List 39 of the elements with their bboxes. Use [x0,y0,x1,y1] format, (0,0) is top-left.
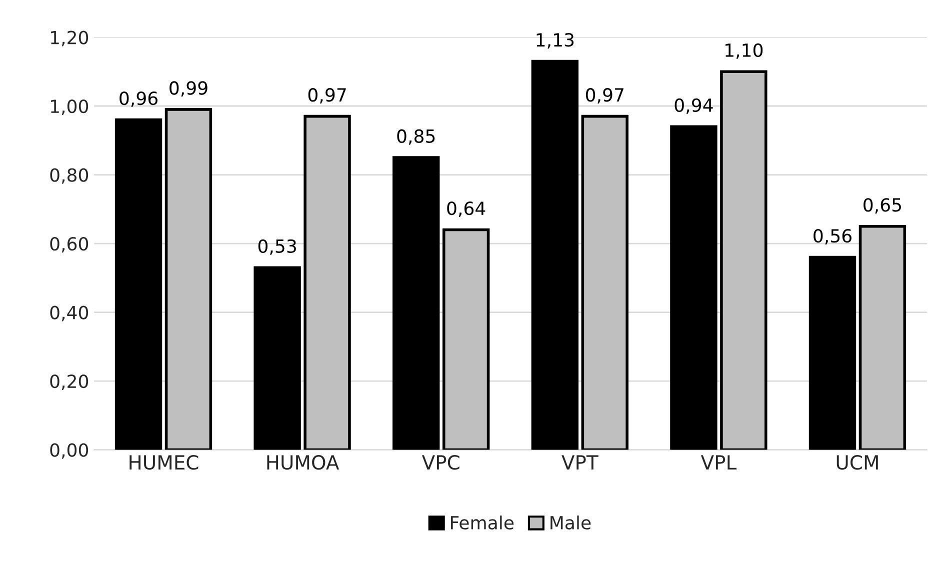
bar [442,228,490,450]
data-label: 0,97 [586,88,624,104]
bar [808,256,856,450]
bar [531,60,579,450]
x-tick-label: UCM [836,455,878,470]
bar [670,125,718,450]
bar [164,108,212,450]
data-label: 0,53 [258,239,296,255]
data-label: 0,96 [120,91,158,107]
y-tick-label: 0,80 [50,168,88,184]
data-label: 1,13 [536,33,574,49]
legend-label: Male [550,516,591,530]
x-tick-label: HUMOA [267,455,340,470]
data-label: 1,10 [726,43,763,59]
x-tick-label: VPT [562,455,598,470]
data-label: 0,85 [397,129,435,145]
x-tick-label: HUMEC [130,455,198,470]
bar [720,70,768,450]
data-label: 0,99 [170,81,208,97]
x-tick-label: VPC [422,455,460,470]
y-tick-label: 0,40 [50,306,88,322]
bar [392,156,440,450]
bar [114,118,162,450]
bar [581,114,628,450]
y-tick-label: 1,00 [51,99,88,115]
data-label: 0,97 [308,88,346,104]
data-label: 0,56 [814,229,852,245]
bar [254,266,301,450]
y-tick-label: 0,20 [50,374,88,390]
data-label: 0,65 [864,198,901,214]
y-tick-label: 0,60 [50,236,88,252]
legend-label: Female [451,516,514,530]
y-tick-label: 1,20 [51,30,88,46]
x-tick-label: VPL [700,455,737,470]
y-tick-label: 0,00 [50,443,88,459]
data-label: 0,64 [447,202,486,218]
bar [304,114,351,450]
bar [858,224,906,450]
data-label: 0,94 [674,98,713,114]
